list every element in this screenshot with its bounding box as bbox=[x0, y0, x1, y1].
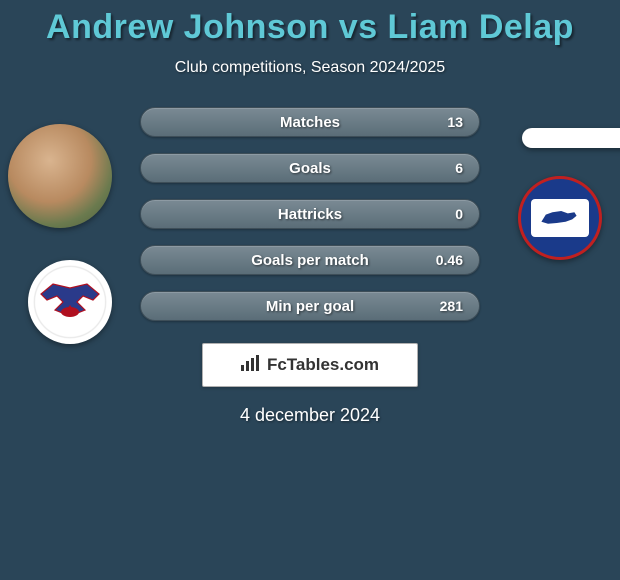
stat-bars: Matches 13 Goals 6 Hattricks 0 Goals per… bbox=[140, 107, 480, 321]
stat-label: Goals bbox=[289, 160, 331, 177]
comparison-card: Andrew Johnson vs Liam Delap Club compet… bbox=[0, 0, 620, 580]
stat-right-value: 281 bbox=[440, 298, 463, 314]
stat-bar-hattricks: Hattricks 0 bbox=[140, 199, 480, 229]
stat-label: Matches bbox=[280, 114, 340, 131]
stat-label: Hattricks bbox=[278, 206, 342, 223]
stat-label: Min per goal bbox=[266, 298, 354, 315]
fctables-link[interactable]: FcTables.com bbox=[202, 343, 418, 387]
page-title: Andrew Johnson vs Liam Delap bbox=[0, 8, 620, 47]
date-label: 4 december 2024 bbox=[0, 405, 620, 426]
stat-right-value: 13 bbox=[443, 114, 463, 130]
stat-bar-min-per-goal: Min per goal 281 bbox=[140, 291, 480, 321]
stats-area: Matches 13 Goals 6 Hattricks 0 Goals per… bbox=[0, 107, 620, 321]
stat-right-value: 6 bbox=[443, 160, 463, 176]
season-subtitle: Club competitions, Season 2024/2025 bbox=[0, 59, 620, 77]
stat-bar-goals-per-match: Goals per match 0.46 bbox=[140, 245, 480, 275]
stat-bar-matches: Matches 13 bbox=[140, 107, 480, 137]
stat-bar-goals: Goals 6 bbox=[140, 153, 480, 183]
chart-icon bbox=[241, 355, 261, 376]
stat-right-value: 0 bbox=[443, 206, 463, 222]
stat-right-value: 0.46 bbox=[436, 252, 463, 268]
stat-label: Goals per match bbox=[251, 252, 369, 269]
fctables-label: FcTables.com bbox=[267, 355, 379, 375]
